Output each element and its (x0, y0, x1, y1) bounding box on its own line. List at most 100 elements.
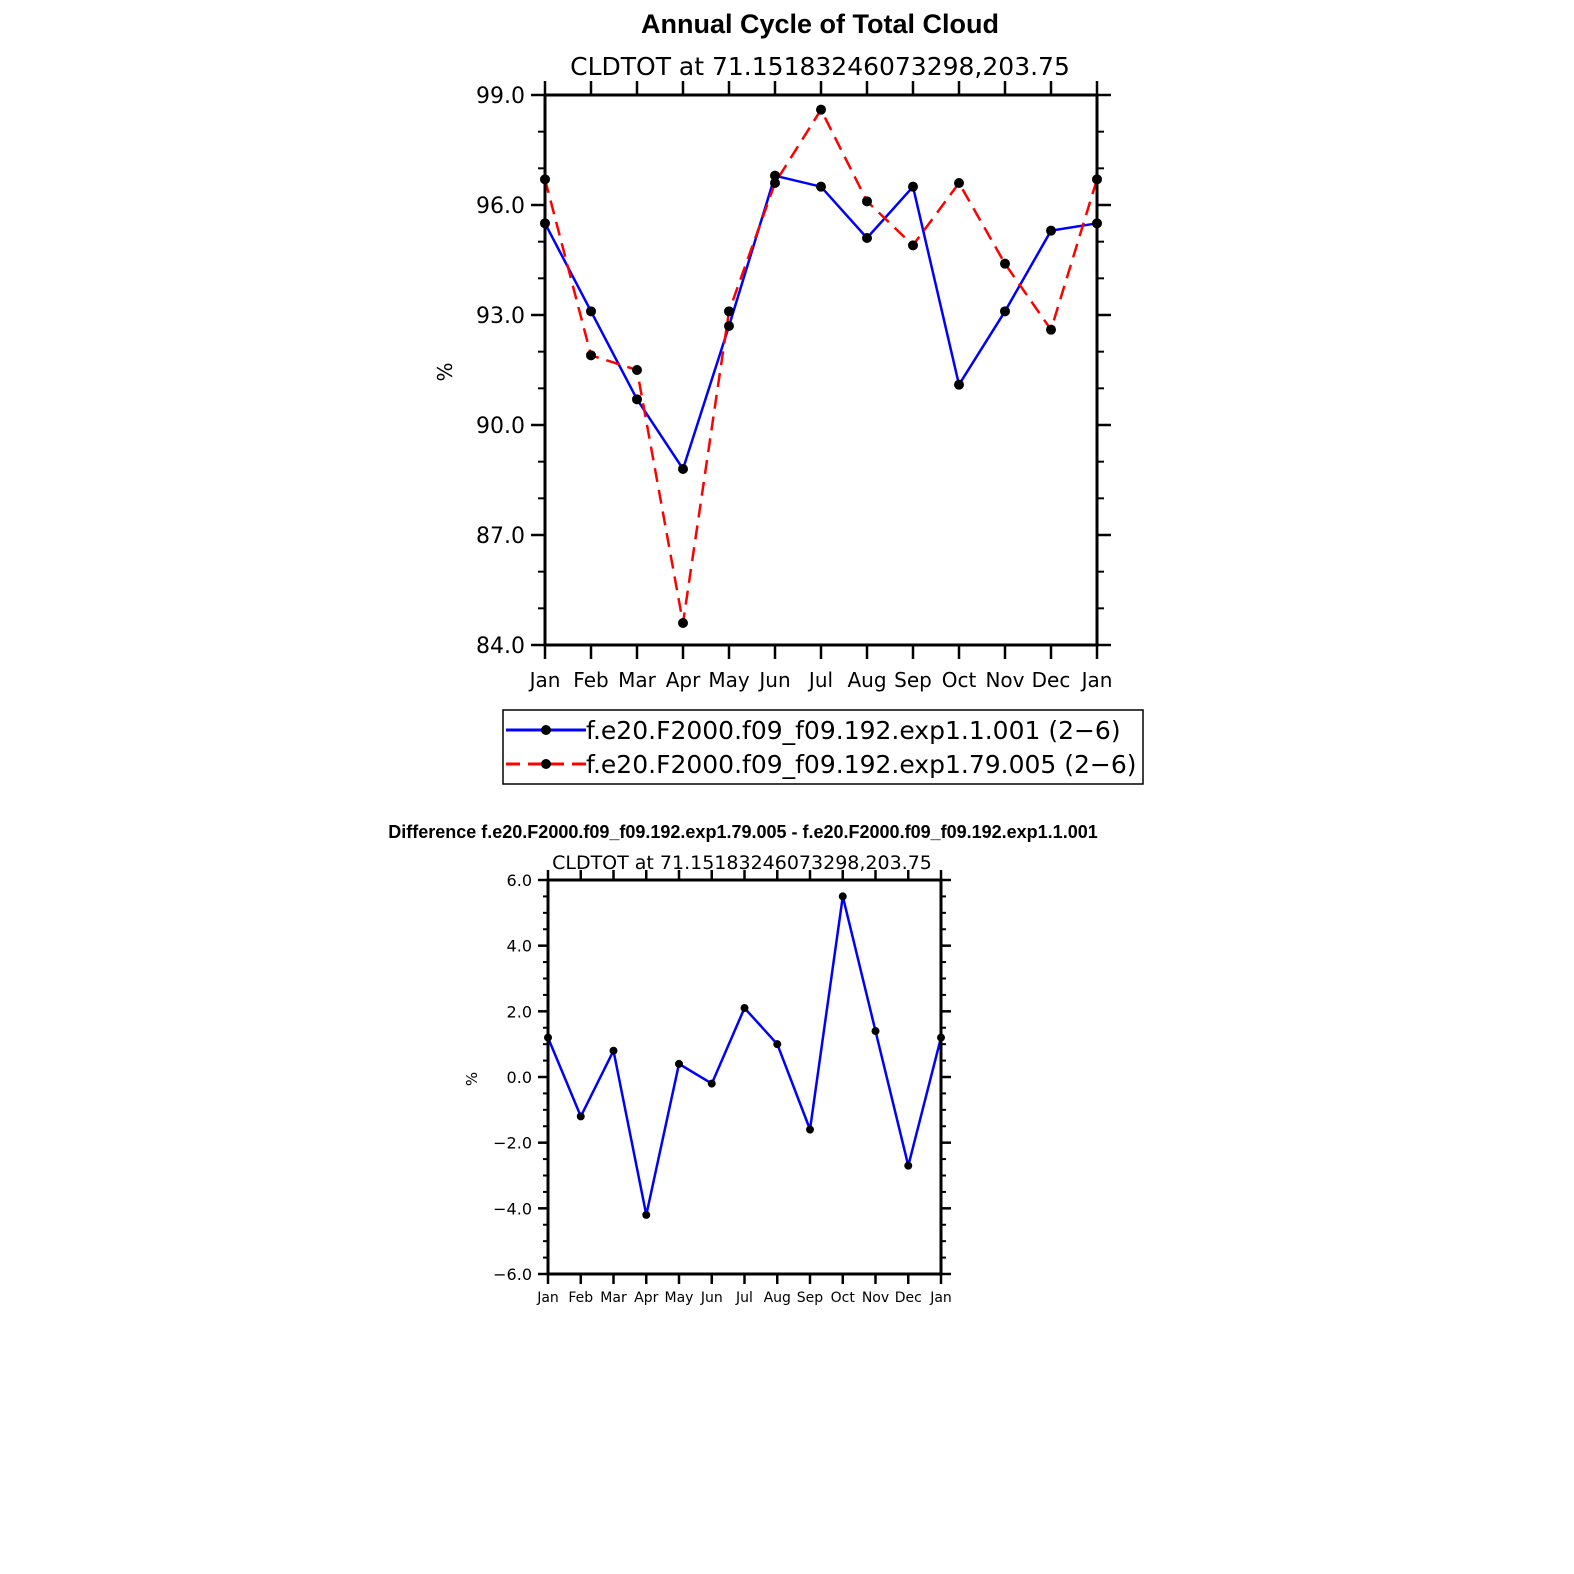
x-tick-label: Apr (634, 1290, 658, 1306)
data-point (871, 1027, 880, 1036)
data-point (576, 1112, 585, 1121)
legend-label-1: f.e20.F2000.f09_f09.192.exp1.1.001 (2−6) (586, 716, 1121, 745)
data-point (586, 350, 596, 361)
data-point (838, 892, 847, 901)
data-point (770, 170, 780, 181)
data-point (816, 104, 826, 115)
legend-marker (541, 759, 551, 769)
data-point (862, 233, 872, 243)
x-tick-label: Oct (831, 1290, 856, 1306)
data-point (954, 178, 964, 188)
chart-title: Annual Cycle of Total Cloud (641, 9, 999, 39)
y-tick-label: −4.0 (493, 1199, 532, 1218)
x-tick-label: Mar (618, 668, 657, 692)
x-tick-labels: Jan Feb Mar Apr May Jun Jul Aug Sep Oct Nov Dec Jan (528, 668, 1113, 692)
x-tick-label: Nov (862, 1290, 889, 1306)
y-tick-label: 4.0 (507, 937, 532, 956)
diff-series-line (546, 896, 943, 1216)
x-tick-label: Jun (757, 668, 790, 692)
diff-axes-ticks (538, 870, 951, 1284)
data-point (954, 379, 964, 390)
diff-x-tick-labels: Jan Feb Mar Apr May Jun Jul Aug Sep Oct Nov Dec Jan (536, 1290, 952, 1306)
data-point (642, 1210, 651, 1219)
x-tick-label: Sep (797, 1290, 824, 1306)
legend: f.e20.F2000.f09_f09.192.exp1.1.001 (2−6)… (502, 709, 1144, 785)
x-tick-label: Aug (764, 1290, 791, 1306)
legend-entry-2: f.e20.F2000.f09_f09.192.exp1.79.005 (2−6… (506, 750, 1137, 779)
diff-chart-subtitle: CLDTOT at 71.15183246073298,203.75 (552, 852, 932, 874)
y-tick-label: 99.0 (476, 84, 525, 109)
data-point (1000, 258, 1010, 269)
data-point (816, 181, 826, 192)
x-tick-label: Aug (847, 668, 886, 692)
data-point (904, 1161, 913, 1170)
y-tick-label: 87.0 (476, 524, 525, 549)
data-point (675, 1059, 683, 1068)
y-axis-label: % (433, 362, 457, 381)
x-tick-label: Jul (807, 668, 833, 692)
data-point (609, 1046, 618, 1055)
diff-plot-frame (546, 878, 943, 1276)
diff-series-markers (544, 892, 945, 1219)
diff-y-axis-label: % (463, 1072, 481, 1086)
x-tick-label: May (708, 668, 750, 692)
y-tick-label: 96.0 (476, 194, 525, 219)
x-tick-label: Mar (600, 1290, 627, 1306)
data-point (586, 306, 596, 317)
data-point (1046, 324, 1056, 335)
diff-chart-title: Difference f.e20.F2000.f09_f09.192.exp1.… (388, 822, 1097, 842)
difference-chart: Difference f.e20.F2000.f09_f09.192.exp1.… (388, 822, 1097, 1306)
y-tick-label: 0.0 (507, 1068, 532, 1087)
y-tick-labels: 84.0 87.0 90.0 93.0 96.0 99.0 (476, 84, 525, 659)
y-tick-label: 90.0 (476, 414, 525, 439)
x-tick-label: Jan (929, 1290, 952, 1306)
x-tick-label: Nov (985, 668, 1024, 692)
diff-y-tick-labels: −6.0 −4.0 −2.0 0.0 2.0 4.0 6.0 (493, 871, 532, 1284)
data-point (724, 321, 734, 331)
x-tick-label: Dec (1032, 668, 1071, 692)
x-tick-label: Jun (700, 1290, 723, 1306)
data-point (632, 394, 642, 405)
x-tick-label: Jul (735, 1290, 753, 1306)
plot-frame (543, 93, 1099, 647)
series-markers (540, 104, 1102, 628)
data-point (740, 1004, 749, 1013)
x-tick-label: Jan (1080, 668, 1113, 692)
data-point (678, 464, 688, 474)
y-tick-label: −2.0 (493, 1134, 532, 1153)
data-point (678, 618, 688, 628)
annual-cycle-chart: Annual Cycle of Total Cloud CLDTOT at 71… (433, 9, 1144, 785)
x-tick-label: Jan (536, 1290, 559, 1306)
x-tick-label: Apr (666, 668, 701, 692)
data-point (770, 178, 780, 188)
x-tick-label: Feb (573, 668, 608, 692)
x-tick-label: Dec (895, 1290, 922, 1306)
data-point (908, 181, 918, 192)
y-tick-label: 84.0 (476, 634, 525, 659)
data-point (806, 1125, 814, 1134)
data-point (908, 240, 918, 251)
series-line-1 (546, 896, 943, 1216)
legend-marker (541, 725, 551, 735)
x-tick-label: Jan (528, 668, 561, 692)
y-tick-label: 2.0 (507, 1002, 532, 1021)
data-point (632, 365, 642, 375)
data-point (707, 1079, 716, 1088)
series-line-1 (543, 174, 1098, 472)
legend-box (502, 709, 1144, 785)
x-tick-label: May (665, 1290, 694, 1306)
legend-label-2: f.e20.F2000.f09_f09.192.exp1.79.005 (2−6… (586, 750, 1137, 779)
x-tick-label: Sep (894, 668, 932, 692)
x-tick-label: Oct (942, 668, 977, 692)
legend-entry-1: f.e20.F2000.f09_f09.192.exp1.1.001 (2−6) (506, 716, 1121, 745)
y-tick-label: −6.0 (493, 1265, 532, 1284)
axes-ticks (531, 81, 1111, 659)
data-point (724, 306, 734, 317)
data-point (862, 196, 872, 207)
data-point (1000, 306, 1010, 317)
x-tick-label: Feb (568, 1290, 593, 1306)
y-tick-label: 93.0 (476, 304, 525, 329)
chart-subtitle: CLDTOT at 71.15183246073298,203.75 (570, 52, 1070, 81)
y-tick-label: 6.0 (507, 871, 532, 890)
